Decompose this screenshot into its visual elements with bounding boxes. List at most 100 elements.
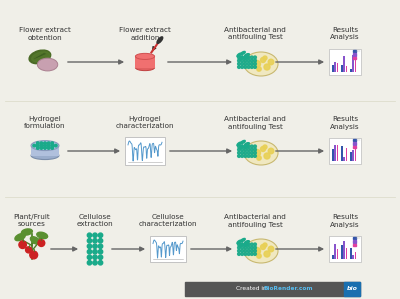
- Text: Flower extract
obtention: Flower extract obtention: [19, 27, 71, 40]
- Bar: [341, 65, 343, 72]
- Text: Results
Analysis: Results Analysis: [330, 116, 360, 129]
- Circle shape: [93, 260, 97, 265]
- Text: Cellulose
characterization: Cellulose characterization: [139, 214, 197, 228]
- Circle shape: [264, 251, 270, 257]
- Circle shape: [244, 243, 247, 246]
- Circle shape: [36, 147, 39, 149]
- Circle shape: [268, 246, 274, 252]
- Bar: [346, 248, 348, 259]
- Circle shape: [254, 151, 256, 154]
- Bar: [355, 148, 356, 161]
- Circle shape: [250, 148, 253, 151]
- Bar: [353, 237, 356, 239]
- Circle shape: [238, 155, 240, 157]
- Circle shape: [47, 142, 50, 145]
- Bar: [344, 241, 345, 259]
- Bar: [352, 150, 354, 161]
- Ellipse shape: [241, 51, 245, 55]
- Bar: [353, 243, 356, 246]
- Circle shape: [247, 249, 250, 252]
- Bar: [353, 138, 356, 141]
- Circle shape: [40, 142, 43, 145]
- Circle shape: [254, 249, 256, 252]
- Bar: [350, 69, 352, 72]
- Circle shape: [241, 59, 244, 62]
- Circle shape: [241, 243, 244, 246]
- Bar: [334, 244, 336, 259]
- Circle shape: [238, 65, 240, 68]
- Circle shape: [250, 62, 253, 65]
- Circle shape: [238, 148, 240, 151]
- Circle shape: [40, 147, 43, 149]
- Ellipse shape: [37, 232, 48, 239]
- Bar: [355, 59, 356, 72]
- Circle shape: [51, 147, 54, 149]
- Circle shape: [93, 239, 97, 243]
- Ellipse shape: [244, 239, 278, 263]
- Circle shape: [87, 244, 92, 248]
- Bar: [355, 252, 356, 259]
- Circle shape: [260, 245, 266, 249]
- Text: Antibacterial and
antifouling Test: Antibacterial and antifouling Test: [224, 27, 286, 40]
- Circle shape: [44, 147, 46, 149]
- Bar: [350, 248, 352, 259]
- Circle shape: [250, 56, 253, 59]
- Circle shape: [93, 244, 97, 248]
- Circle shape: [238, 62, 240, 65]
- Bar: [334, 62, 336, 72]
- Circle shape: [247, 62, 250, 65]
- Circle shape: [93, 255, 97, 260]
- Circle shape: [254, 62, 256, 65]
- Ellipse shape: [157, 37, 163, 43]
- Circle shape: [98, 255, 103, 260]
- Circle shape: [98, 260, 103, 265]
- Circle shape: [264, 153, 270, 159]
- Ellipse shape: [241, 141, 245, 144]
- Circle shape: [33, 144, 36, 147]
- Circle shape: [244, 253, 247, 255]
- Bar: [353, 53, 356, 56]
- Circle shape: [254, 60, 260, 68]
- Ellipse shape: [31, 152, 59, 160]
- Bar: [344, 282, 360, 296]
- Bar: [150, 236, 186, 262]
- Ellipse shape: [239, 243, 243, 247]
- Circle shape: [47, 144, 50, 147]
- Circle shape: [244, 249, 247, 252]
- Circle shape: [238, 56, 240, 59]
- Circle shape: [254, 150, 260, 156]
- Circle shape: [98, 244, 103, 248]
- Ellipse shape: [245, 54, 249, 56]
- Circle shape: [241, 145, 244, 148]
- Circle shape: [247, 145, 250, 148]
- Bar: [125, 137, 165, 165]
- Circle shape: [263, 56, 267, 60]
- Ellipse shape: [244, 146, 248, 148]
- Circle shape: [247, 65, 250, 68]
- Text: Created in: Created in: [236, 286, 268, 292]
- Bar: [337, 249, 338, 259]
- Circle shape: [268, 59, 274, 65]
- Ellipse shape: [239, 56, 243, 60]
- Text: Flower extract
addition: Flower extract addition: [119, 27, 171, 40]
- Circle shape: [44, 142, 46, 145]
- Circle shape: [40, 144, 43, 147]
- Circle shape: [250, 246, 253, 249]
- Circle shape: [241, 148, 244, 151]
- Circle shape: [263, 243, 267, 247]
- Bar: [353, 50, 356, 52]
- Text: bio: bio: [346, 286, 358, 292]
- Bar: [332, 149, 334, 161]
- Text: Plant/Fruit
sources: Plant/Fruit sources: [14, 214, 50, 228]
- Bar: [135, 57, 154, 68]
- Circle shape: [247, 151, 250, 154]
- Circle shape: [250, 145, 253, 148]
- Circle shape: [250, 155, 253, 157]
- Circle shape: [238, 151, 240, 154]
- Ellipse shape: [31, 141, 59, 151]
- Circle shape: [254, 243, 256, 246]
- Bar: [329, 49, 361, 75]
- Bar: [352, 55, 354, 72]
- Bar: [185, 282, 360, 296]
- Circle shape: [36, 144, 39, 147]
